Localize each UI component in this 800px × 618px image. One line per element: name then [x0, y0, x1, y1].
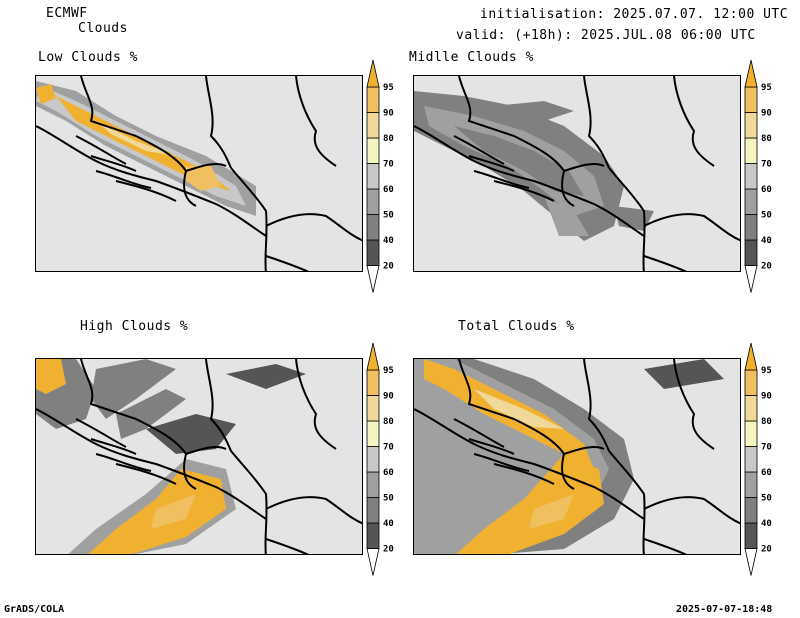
colorbar-segment: [744, 188, 758, 215]
colorbar-segment: [366, 188, 380, 215]
colorbar-label: 40: [761, 236, 772, 246]
colorbar-segment: [744, 137, 758, 164]
colorbar-label: 60: [383, 468, 394, 478]
colorbar-total: 20 40 50 60 70 80 90 95: [742, 342, 784, 576]
colorbar-high-triangle: [366, 342, 380, 371]
colorbar-segment: [366, 239, 380, 266]
colorbar-label: 50: [761, 494, 772, 504]
colorbar-segment: [366, 497, 380, 524]
panel-title-total: Total Clouds %: [458, 319, 575, 334]
colorbar-segment: [366, 522, 380, 549]
colorbar-low-triangle: [366, 548, 380, 576]
colorbar-label: 95: [383, 366, 394, 376]
colorbar-low-triangle: [744, 265, 758, 293]
colorbar-high: 20 40 50 60 70 80 90 95: [364, 342, 406, 576]
colorbar-label: 20: [383, 262, 394, 272]
colorbar-segment: [366, 369, 380, 396]
colorbar-label: 95: [761, 366, 772, 376]
panel-title-low: Low Clouds %: [38, 50, 138, 65]
map-low: [36, 76, 362, 271]
colorbar-segment: [366, 395, 380, 422]
colorbar-label: 80: [383, 134, 394, 144]
colorbar-label: 90: [383, 392, 394, 402]
colorbar-high-triangle: [744, 342, 758, 371]
map-panel-high: [35, 358, 363, 555]
colorbar-label: 40: [761, 519, 772, 529]
colorbar-low-triangle: [366, 265, 380, 293]
map-high: [36, 359, 362, 554]
colorbar-label: 40: [383, 519, 394, 529]
map-panel-middle: [413, 75, 741, 272]
colorbar-label: 20: [761, 262, 772, 272]
init-time: initialisation: 2025.07.07. 12:00 UTC: [480, 7, 789, 22]
colorbar-label: 90: [383, 109, 394, 119]
footer-software: GrADS/COLA: [4, 604, 65, 615]
colorbar-segment: [744, 86, 758, 113]
colorbar-high-triangle: [366, 59, 380, 88]
colorbar-segment: [744, 112, 758, 139]
colorbar-segment: [744, 446, 758, 473]
colorbar-segment: [744, 497, 758, 524]
footer-timestamp: 2025-07-07-18:48: [676, 604, 773, 615]
colorbar-label: 70: [761, 160, 772, 170]
panel-title-high: High Clouds %: [80, 319, 189, 334]
colorbar-label: 90: [761, 109, 772, 119]
colorbar-segment: [744, 163, 758, 190]
colorbar-label: 60: [761, 468, 772, 478]
colorbar-segment: [366, 137, 380, 164]
colorbar-segment: [366, 420, 380, 447]
colorbar-segment: [744, 471, 758, 498]
colorbar-label: 70: [383, 443, 394, 453]
colorbar-segment: [744, 420, 758, 447]
colorbar-high-triangle: [744, 59, 758, 88]
colorbar-label: 20: [383, 545, 394, 555]
colorbar-label: 95: [761, 83, 772, 93]
map-middle: [414, 76, 740, 271]
colorbar-segment: [366, 471, 380, 498]
colorbar-label: 50: [383, 494, 394, 504]
colorbar-segment: [744, 395, 758, 422]
colorbar-label: 80: [761, 134, 772, 144]
map-panel-low: [35, 75, 363, 272]
colorbar-segment: [744, 239, 758, 266]
colorbar-label: 20: [761, 545, 772, 555]
colorbar-low-triangle: [744, 548, 758, 576]
colorbar-label: 60: [383, 185, 394, 195]
colorbar-label: 50: [383, 211, 394, 221]
colorbar-segment: [744, 369, 758, 396]
panel-title-middle: Midlle Clouds %: [409, 50, 534, 65]
colorbar-segment: [366, 214, 380, 241]
colorbar-segment: [744, 214, 758, 241]
valid-time: valid: (+18h): 2025.JUL.08 06:00 UTC: [456, 28, 756, 43]
map-total: [414, 359, 740, 554]
product-name: Clouds: [78, 21, 128, 36]
colorbar-segment: [366, 112, 380, 139]
model-name: ECMWF: [46, 6, 88, 21]
colorbar-segment: [744, 522, 758, 549]
colorbar-middle: 20 40 50 60 70 80 90 95: [742, 59, 784, 293]
colorbar-label: 95: [383, 83, 394, 93]
colorbar-segment: [366, 163, 380, 190]
colorbar-label: 50: [761, 211, 772, 221]
map-panel-total: [413, 358, 741, 555]
colorbar-label: 90: [761, 392, 772, 402]
colorbar-segment: [366, 446, 380, 473]
colorbar-label: 70: [761, 443, 772, 453]
colorbar-label: 80: [383, 417, 394, 427]
colorbar-label: 40: [383, 236, 394, 246]
colorbar-label: 60: [761, 185, 772, 195]
colorbar-label: 70: [383, 160, 394, 170]
colorbar-label: 80: [761, 417, 772, 427]
colorbar-low: 20 40 50 60 70 80 90 95: [364, 59, 406, 293]
colorbar-segment: [366, 86, 380, 113]
